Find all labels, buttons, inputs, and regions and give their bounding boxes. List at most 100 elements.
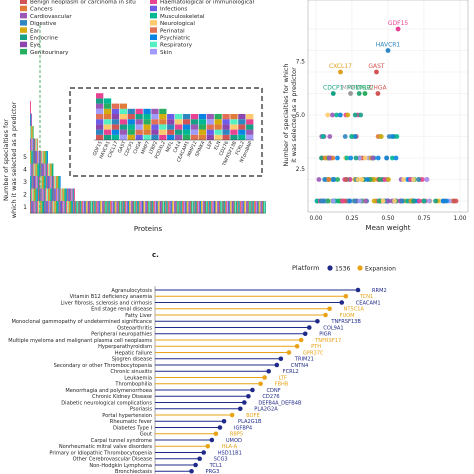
panel-a-bar-segment <box>30 113 32 126</box>
panel-b-frame <box>307 0 469 213</box>
panel-a-bar-segment <box>54 176 56 189</box>
panel-a-bar-tail <box>131 201 133 214</box>
panel-a-bar-tail <box>244 201 246 214</box>
panel-a-bar-tail <box>225 201 227 214</box>
panel-a-bar-tail <box>147 201 149 214</box>
inset-bar-segment <box>198 134 206 140</box>
panel-a-bar-tail <box>235 201 237 214</box>
panel-a-bar-tail <box>213 201 215 214</box>
panel-a-bar-tail <box>124 201 126 214</box>
panel-a-bar-segment <box>47 163 48 176</box>
panel-b-point <box>352 198 357 204</box>
panel-c-specialty-label: Menorrhagia and polymenorrhoea <box>65 388 152 394</box>
inset-bar-segment <box>96 129 104 135</box>
panel-a-bar-tail <box>153 201 155 214</box>
inset-bar-segment <box>96 124 104 130</box>
inset-bar-segment <box>143 119 151 125</box>
legend-label: Infections <box>160 7 187 13</box>
inset-bar-segment <box>119 124 127 130</box>
panel-a-bar-tail <box>229 201 231 214</box>
panel-b-point-label: LTBP2 <box>356 85 374 92</box>
panel-b-point <box>362 155 368 161</box>
panel-a-bar-tail <box>210 201 211 214</box>
inset-bar-segment <box>96 134 104 140</box>
panel-a-bar-segment <box>34 138 36 151</box>
inset-bar-segment <box>111 134 120 140</box>
panel-a-bar-tail <box>142 201 144 214</box>
panel-a-bar-tail <box>113 201 115 214</box>
panel-a-bar-tail <box>208 201 210 214</box>
panel-a-bar-tail <box>260 201 262 214</box>
panel-a-bar-segment <box>67 201 69 214</box>
inset-protein-label: LEP <box>205 140 214 150</box>
panel-a-bar-segment <box>36 151 38 164</box>
panel-b-point <box>433 198 438 204</box>
inset-bar-segment <box>103 119 112 125</box>
panel-a-bar-segment <box>47 188 48 201</box>
panel-a-bar-tail <box>252 201 254 214</box>
panel-b-point <box>319 155 324 161</box>
panel-b-point <box>325 198 331 204</box>
panel-a-bar-tail <box>109 201 111 214</box>
panel-a-bar-segment <box>57 176 58 189</box>
panel-b-point <box>411 198 416 204</box>
panel-a-bar-tail <box>116 201 118 214</box>
panel-a-bar-tail <box>154 201 156 214</box>
panel-a-bar-tail <box>217 201 219 214</box>
panel-a-bar-tail <box>226 201 228 214</box>
panel-a-bar-segment <box>70 201 72 214</box>
panel-a-bar-tail <box>174 201 175 214</box>
panel-a-bar-segment <box>31 138 33 151</box>
legend-swatch <box>20 27 27 33</box>
panel-c-point <box>315 318 320 324</box>
panel-a-bar-tail <box>192 201 193 214</box>
legend-1536-label: 1536 <box>335 266 350 273</box>
panel-a-bar-segment <box>37 151 39 164</box>
panel-b-point-label: MMP7 <box>342 85 360 92</box>
panel-c-protein-label: LTF <box>279 375 287 381</box>
panel-a-bar-tail <box>223 201 225 214</box>
panel-a-bar-tail <box>227 201 228 214</box>
panel-c-point <box>266 368 271 374</box>
panel-a-bar-tail <box>156 201 157 214</box>
panel-a-bar-tail <box>167 201 169 214</box>
panel-c-point <box>213 431 219 437</box>
inset-bar-segment <box>159 108 167 114</box>
panel-a-bar-tail <box>246 201 248 214</box>
panel-a-bar-segment <box>30 176 32 189</box>
inset-bar-segment <box>127 129 135 135</box>
inset-bar-segment <box>198 114 206 120</box>
inset-bar-segment <box>151 129 159 135</box>
panel-c-protein-label: CDNF <box>266 388 280 394</box>
panel-a-bar-segment <box>30 126 31 139</box>
inset-bar-segment <box>190 114 199 120</box>
panel-a-bar-tail <box>162 201 164 214</box>
panel-a-bar-tail <box>97 201 99 214</box>
panel-a-bar-tail <box>83 201 84 214</box>
panel-a-bar-segment <box>47 201 48 214</box>
panel-a-bar-segment <box>38 151 39 164</box>
legend-label: Endocrine <box>30 36 59 42</box>
panel-a-bar-tail <box>183 201 185 214</box>
legend-swatch <box>150 0 157 4</box>
panel-a-bar-segment <box>48 201 49 214</box>
panel-a-bar-tail <box>90 201 92 214</box>
inset-bar-segment <box>159 129 167 135</box>
panel-a-bar-segment <box>64 188 66 201</box>
panel-b-point <box>342 134 348 139</box>
panel-a-bar-tail <box>173 201 174 214</box>
panel-c-point <box>323 312 328 318</box>
inset-bar-segment <box>230 134 238 140</box>
panel-a-bar-tail <box>177 201 179 214</box>
inset-bar-segment <box>167 119 175 125</box>
inset-bar-segment <box>182 119 191 125</box>
panel-a-bar-segment <box>30 101 31 114</box>
panel-b-point <box>451 198 457 204</box>
panel-c-protein-label: CEACAM1 <box>356 300 381 306</box>
inset-bar-segment <box>96 114 104 120</box>
panel-a-bar-segment <box>49 176 51 189</box>
panel-a-bar-segment <box>73 188 75 201</box>
panel-b-point <box>386 177 391 182</box>
panel-a-bar-tail <box>211 201 213 214</box>
inset-bar-segment <box>190 124 199 130</box>
